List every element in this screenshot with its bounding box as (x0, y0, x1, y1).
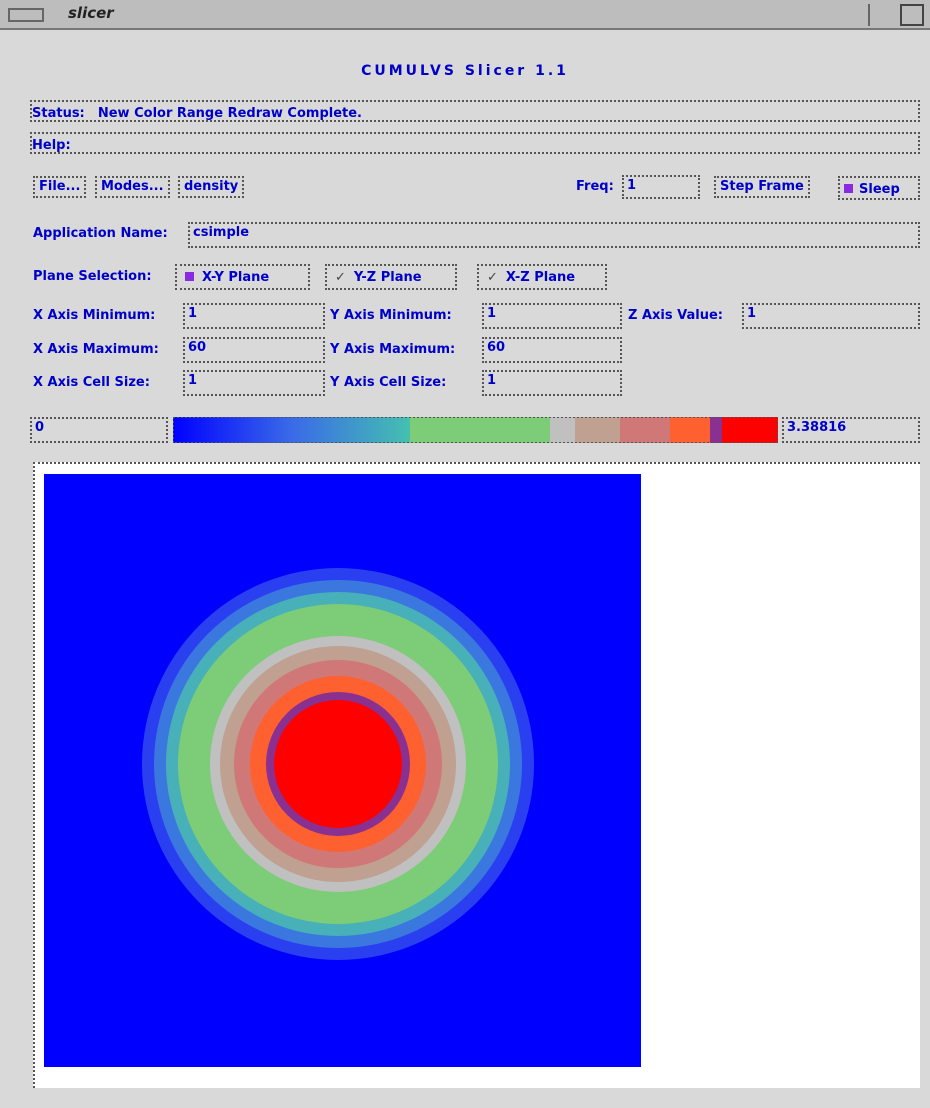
sleep-indicator (844, 184, 853, 193)
plane-option-label: X-Y Plane (202, 270, 270, 285)
x-max-input[interactable]: 60 (183, 337, 325, 363)
window-menu-button[interactable] (8, 8, 44, 22)
radio-selected (185, 272, 194, 281)
plane-option[interactable]: X-Y Plane (175, 264, 310, 290)
maximize-button[interactable] (900, 4, 924, 26)
slice-image (44, 474, 641, 1067)
status-label: Status: (32, 106, 85, 121)
x-cell-input[interactable]: 1 (183, 370, 325, 396)
z-value-input[interactable]: 1 (742, 303, 920, 329)
window-title: slicer (68, 4, 114, 22)
y-max-input[interactable]: 60 (482, 337, 622, 363)
field-button[interactable]: density (178, 176, 245, 198)
plane-option[interactable]: ✓ Y-Z Plane (325, 264, 457, 290)
sleep-toggle[interactable]: Sleep (838, 176, 920, 200)
color-min-input[interactable]: 0 (30, 417, 168, 443)
x-cell-label: X Axis Cell Size: (33, 375, 150, 390)
y-max-label: Y Axis Maximum: (330, 342, 456, 357)
help-box: Help: (30, 132, 920, 154)
x-min-label: X Axis Minimum: (33, 308, 156, 323)
status-text: New Color Range Redraw Complete. (97, 106, 362, 121)
plane-option-label: X-Z Plane (505, 270, 576, 285)
plane-option-label: Y-Z Plane (353, 270, 422, 285)
y-cell-label: Y Axis Cell Size: (330, 375, 447, 390)
color-segment (722, 417, 778, 443)
step-frame-button[interactable]: Step Frame (714, 176, 810, 198)
color-bar (173, 417, 778, 443)
file-button[interactable]: File... (33, 176, 87, 198)
z-value-label: Z Axis Value: (628, 308, 723, 323)
app-title: CUMULVS Slicer 1.1 (361, 63, 569, 79)
plane-option[interactable]: ✓ X-Z Plane (477, 264, 607, 290)
modes-button[interactable]: Modes... (95, 176, 170, 198)
color-segment (620, 417, 670, 443)
x-max-label: X Axis Maximum: (33, 342, 159, 357)
title-bar: slicer (0, 0, 930, 30)
radio-unselected: ✓ (335, 270, 346, 285)
view-panel (33, 462, 920, 1088)
help-label: Help: (32, 138, 71, 153)
y-min-label: Y Axis Minimum: (330, 308, 452, 323)
color-segment (710, 417, 722, 443)
color-segment (575, 417, 620, 443)
sleep-label: Sleep (859, 182, 900, 197)
status-box: Status: New Color Range Redraw Complete. (30, 100, 920, 122)
radio-unselected: ✓ (487, 270, 498, 285)
application-input[interactable]: csimple (188, 222, 920, 248)
freq-label: Freq: (576, 179, 614, 194)
color-max-input[interactable]: 3.38816 (782, 417, 920, 443)
color-segment (670, 417, 710, 443)
color-segment (173, 417, 410, 443)
color-segment (550, 417, 575, 443)
application-label: Application Name: (33, 226, 168, 241)
y-min-input[interactable]: 1 (482, 303, 622, 329)
color-segment (410, 417, 550, 443)
x-min-input[interactable]: 1 (183, 303, 325, 329)
y-cell-input[interactable]: 1 (482, 370, 622, 396)
plane-label: Plane Selection: (33, 269, 152, 284)
field-core (274, 700, 402, 828)
freq-input[interactable]: 1 (622, 175, 700, 199)
minimize-button[interactable] (868, 4, 892, 26)
